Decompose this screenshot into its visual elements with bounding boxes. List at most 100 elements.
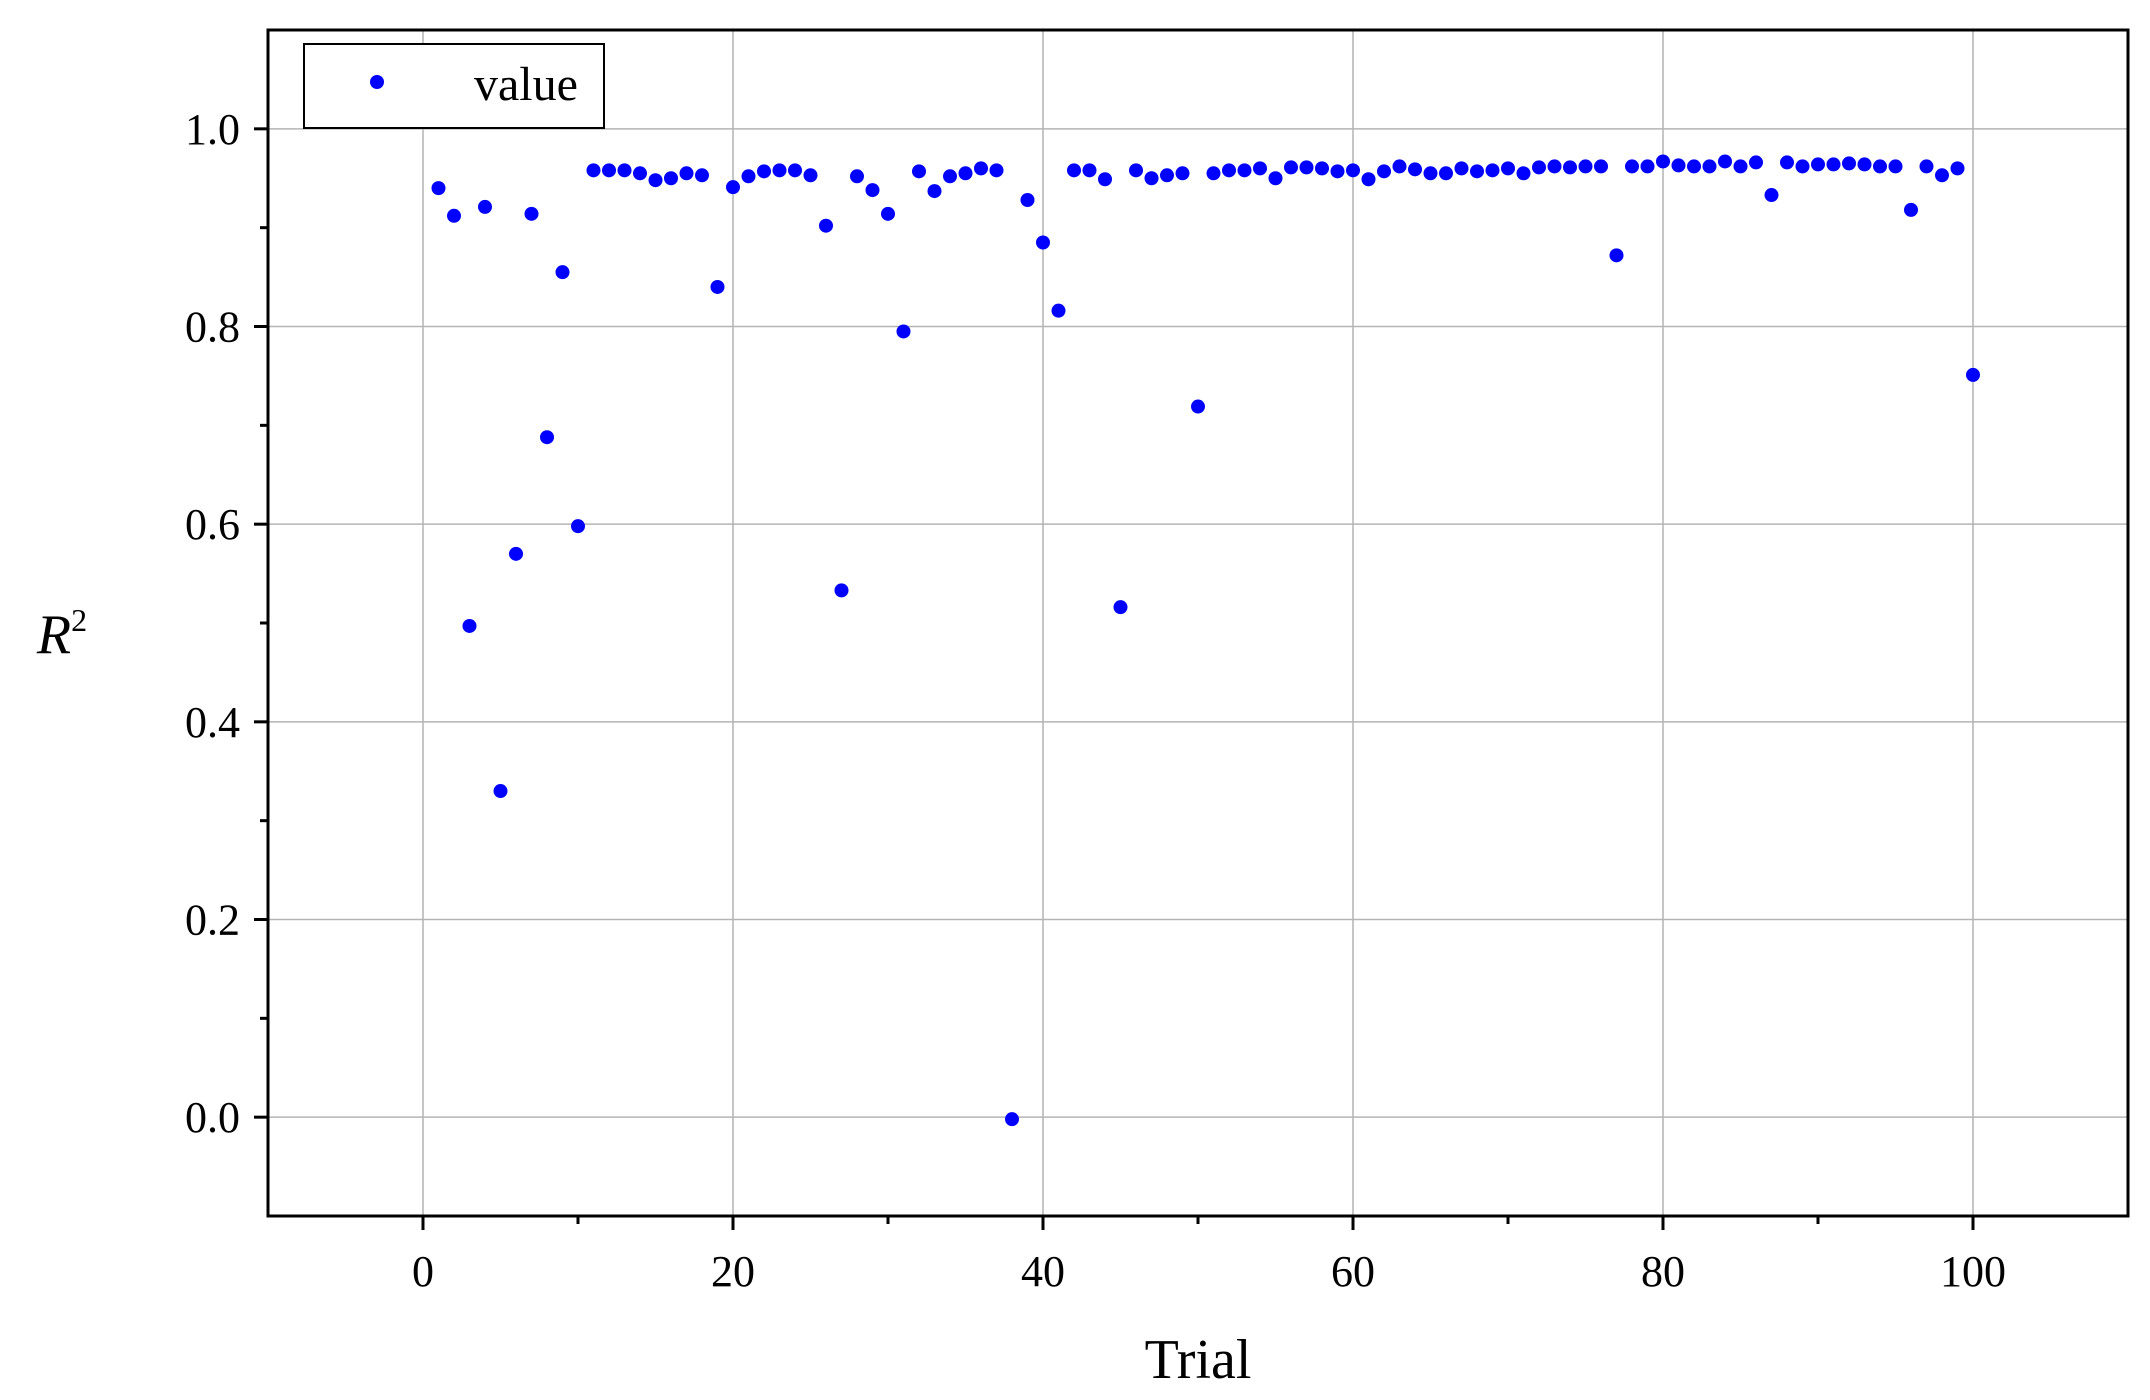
tick-labels: 0 20 40 60 80 100 0.0 0.2 0.4 0.6 0.8 1.0	[185, 105, 2006, 1296]
data-point	[1299, 160, 1314, 175]
data-point	[1268, 171, 1283, 186]
x-axis-title: Trial	[1145, 1329, 1252, 1391]
legend-label: value	[474, 58, 578, 111]
data-point	[1966, 367, 1980, 382]
y-tick-label: 0.0	[185, 1093, 240, 1142]
data-point	[1640, 159, 1655, 174]
data-point	[1873, 159, 1887, 174]
grid-lines	[268, 30, 2128, 1216]
data-point	[1330, 164, 1345, 179]
data-point	[989, 163, 1004, 178]
data-point	[1532, 160, 1546, 175]
data-point	[617, 163, 632, 178]
data-point	[1485, 163, 1500, 178]
data-point	[1191, 399, 1205, 414]
data-point	[1702, 159, 1717, 174]
data-point	[478, 199, 492, 214]
data-point	[1113, 600, 1128, 615]
data-point	[648, 173, 663, 188]
data-point	[1501, 161, 1515, 176]
data-point	[555, 265, 570, 280]
data-point	[1315, 161, 1329, 176]
y-axis-title-superscript: 2	[71, 602, 87, 638]
data-point	[803, 168, 818, 183]
x-tick-label: 40	[1021, 1247, 1065, 1296]
data-point	[679, 166, 694, 181]
data-point	[1594, 159, 1608, 174]
data-point	[1470, 164, 1484, 179]
data-point	[1439, 166, 1453, 181]
y-tick-label: 0.4	[185, 698, 240, 747]
data-point	[1377, 164, 1391, 179]
data-point	[1795, 159, 1810, 174]
data-point	[819, 218, 833, 233]
data-point	[1888, 159, 1903, 174]
data-point	[1144, 171, 1159, 186]
legend: value	[303, 43, 605, 129]
data-point	[741, 169, 756, 184]
data-point	[958, 166, 973, 181]
data-point	[710, 279, 725, 294]
data-point	[1749, 155, 1763, 170]
data-point	[1718, 154, 1732, 169]
data-point	[1904, 202, 1918, 217]
data-point	[1005, 1112, 1019, 1127]
data-point	[1609, 248, 1624, 263]
data-point	[602, 163, 616, 178]
data-point	[850, 169, 864, 184]
data-point	[540, 430, 554, 445]
data-point	[1811, 157, 1825, 172]
data-point	[1857, 157, 1872, 172]
y-tick-label: 0.6	[185, 500, 240, 549]
legend-marker	[370, 75, 384, 89]
data-point	[633, 166, 647, 181]
data-point	[1671, 158, 1686, 173]
y-tick-label: 0.8	[185, 303, 240, 352]
data-point	[1950, 161, 1965, 176]
y-tick-label: 0.2	[185, 896, 240, 945]
data-point	[1067, 163, 1081, 178]
data-point	[1129, 163, 1143, 178]
data-point	[1780, 155, 1794, 170]
x-tick-label: 60	[1331, 1247, 1375, 1296]
data-point	[896, 324, 911, 339]
data-point	[912, 164, 926, 179]
data-point	[1408, 162, 1422, 177]
data-point	[1253, 161, 1267, 176]
y-tick-label: 1.0	[185, 105, 240, 154]
x-tick-label: 0	[412, 1247, 434, 1296]
data-point	[974, 161, 988, 176]
data-point	[1160, 168, 1174, 183]
data-point	[586, 163, 601, 178]
data-point	[695, 168, 709, 183]
data-point	[1392, 159, 1407, 174]
data-point	[1284, 160, 1298, 175]
data-point	[927, 184, 942, 199]
data-point	[943, 169, 957, 184]
data-point	[1051, 303, 1066, 318]
data-point	[664, 171, 678, 186]
legend-box	[303, 43, 605, 129]
data-point	[1547, 159, 1562, 174]
data-point	[1082, 163, 1097, 178]
data-point	[1656, 154, 1670, 169]
data-point	[1454, 161, 1469, 176]
data-points	[431, 154, 1980, 1127]
data-point	[1733, 159, 1748, 174]
data-point	[1516, 166, 1531, 181]
x-tick-label: 20	[711, 1247, 755, 1296]
data-point	[1237, 163, 1252, 178]
data-point	[1687, 159, 1701, 174]
data-point	[571, 519, 585, 534]
data-point	[1423, 166, 1438, 181]
data-point	[1563, 160, 1577, 175]
data-point	[726, 180, 740, 195]
data-point	[1020, 192, 1035, 207]
data-point	[865, 183, 880, 198]
y-axis-title-base: R	[36, 604, 71, 666]
data-point	[1625, 159, 1639, 174]
plot-frame	[266, 28, 2130, 1218]
data-point	[524, 206, 539, 221]
data-point	[1175, 166, 1190, 181]
data-point	[1578, 159, 1593, 174]
